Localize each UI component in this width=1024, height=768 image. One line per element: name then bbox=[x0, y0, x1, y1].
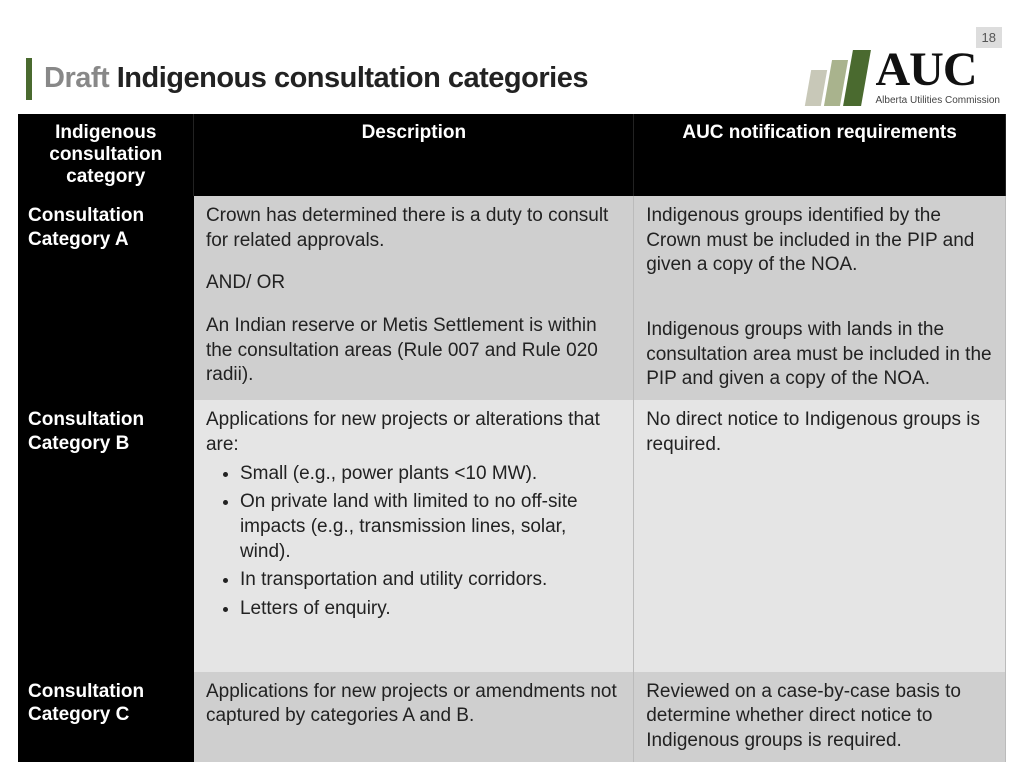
category-label: Consultation Category B bbox=[18, 400, 194, 672]
table-row: Consultation Category A Crown has determ… bbox=[18, 196, 1006, 400]
logo-text: AUC bbox=[876, 46, 1000, 94]
col-header-requirements: AUC notification requirements bbox=[634, 114, 1006, 196]
category-label: Consultation Category C bbox=[18, 672, 194, 762]
slide-title: Draft Indigenous consultation categories bbox=[44, 62, 588, 95]
table-row: Consultation Category B Applications for… bbox=[18, 400, 1006, 672]
title-main: Indigenous consultation categories bbox=[109, 62, 588, 94]
list-item: In transportation and utility corridors. bbox=[240, 568, 621, 593]
title-prefix: Draft bbox=[44, 62, 109, 94]
category-label: Consultation Category A bbox=[18, 196, 194, 400]
description-cell: Applications for new projects or alterat… bbox=[194, 400, 634, 672]
requirements-cell: Indigenous groups identified by the Crow… bbox=[634, 196, 1006, 400]
list-item: Letters of enquiry. bbox=[240, 597, 621, 622]
description-cell: Crown has determined there is a duty to … bbox=[194, 196, 634, 400]
auc-logo: AUC Alberta Utilities Commission bbox=[808, 46, 1000, 106]
list-item: On private land with limited to no off-s… bbox=[240, 490, 621, 564]
desc-para: AND/ OR bbox=[206, 271, 621, 296]
desc-bullet-list: Small (e.g., power plants <10 MW). On pr… bbox=[206, 462, 621, 622]
desc-para: An Indian reserve or Metis Settlement is… bbox=[206, 314, 621, 388]
slide: Draft Indigenous consultation categories… bbox=[0, 0, 1024, 68]
list-item: Small (e.g., power plants <10 MW). bbox=[240, 462, 621, 487]
page-number: 18 bbox=[976, 27, 1002, 48]
desc-intro: Applications for new projects or alterat… bbox=[206, 408, 621, 457]
requirements-cell: Reviewed on a case-by-case basis to dete… bbox=[634, 672, 1006, 762]
logo-text-wrap: AUC Alberta Utilities Commission bbox=[876, 46, 1000, 106]
requirements-cell: No direct notice to Indigenous groups is… bbox=[634, 400, 1006, 672]
title-accent-bar bbox=[26, 58, 32, 100]
col-header-description: Description bbox=[194, 114, 634, 196]
col-header-category: Indigenous consultation category bbox=[18, 114, 194, 196]
logo-bars-icon bbox=[808, 50, 866, 106]
req-para: Indigenous groups identified by the Crow… bbox=[646, 204, 993, 278]
table-header-row: Indigenous consultation category Descrip… bbox=[18, 114, 1006, 196]
req-para: Indigenous groups with lands in the cons… bbox=[646, 318, 993, 392]
description-cell: Applications for new projects or amendme… bbox=[194, 672, 634, 762]
table-row: Consultation Category C Applications for… bbox=[18, 672, 1006, 762]
desc-para: Crown has determined there is a duty to … bbox=[206, 204, 621, 253]
categories-table: Indigenous consultation category Descrip… bbox=[18, 114, 1006, 762]
logo-subtitle: Alberta Utilities Commission bbox=[876, 96, 1000, 106]
